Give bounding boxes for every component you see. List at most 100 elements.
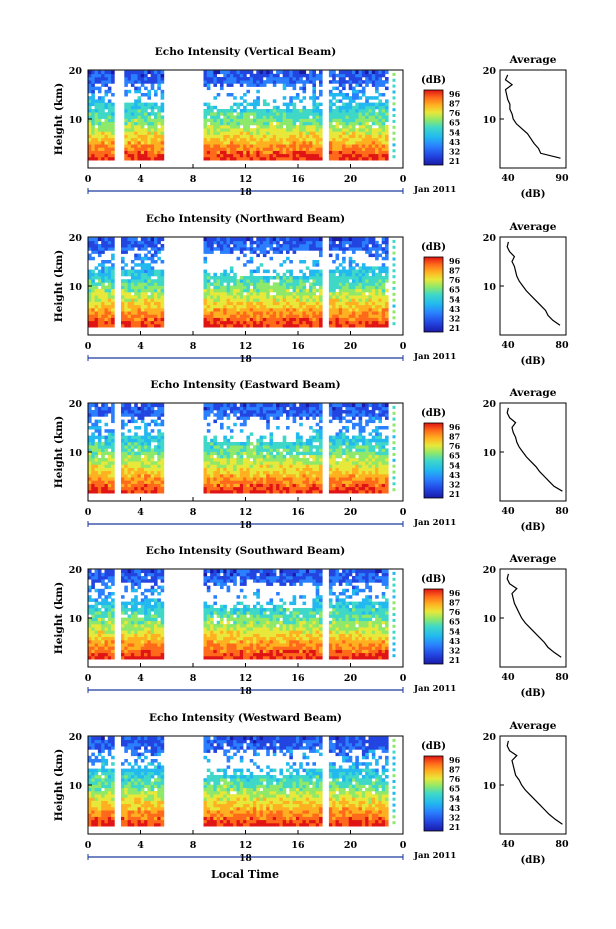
heatmap-cell (289, 96, 293, 100)
heatmap-cell (223, 144, 227, 148)
heatmap-cell (220, 282, 224, 286)
heatmap-cell (309, 125, 313, 129)
heatmap-cell (305, 292, 310, 296)
heatmap-cell (312, 115, 316, 119)
heatmap-cell (312, 99, 316, 103)
heatmap-cell (213, 480, 217, 484)
heatmap-cell (378, 125, 382, 129)
heatmap-cell (88, 77, 92, 81)
heatmap-cell (127, 102, 132, 107)
heatmap-cell (355, 480, 359, 484)
heatmap-cell (381, 266, 386, 270)
heatmap-cell (147, 288, 151, 293)
heatmap-cell (206, 144, 211, 148)
heatmap-cell (315, 141, 320, 145)
heatmap-cell (216, 153, 221, 158)
heatmap-cell (107, 432, 112, 436)
heatmap-cell (246, 83, 250, 87)
heatmap-cell (154, 269, 158, 274)
heatmap-cell (229, 320, 234, 325)
heatmap-cell (345, 247, 349, 251)
heatmap-cell (124, 317, 128, 322)
heatmap-cell (154, 467, 158, 472)
heatmap-cell (253, 403, 257, 408)
heatmap-cell (262, 244, 267, 248)
heatmap-cell (282, 324, 287, 328)
heatmap-cell (282, 311, 287, 315)
heatmap-cell (226, 70, 231, 75)
heatmap-cell (358, 128, 363, 132)
heatmap-cell (140, 240, 145, 245)
heatmap-cell (140, 157, 145, 161)
heatmap-cell (137, 474, 142, 478)
heatmap-cell (368, 118, 373, 123)
heatmap-cell (111, 416, 115, 420)
heatmap-cell (335, 442, 340, 446)
heatmap-cell (365, 301, 369, 306)
heatmap-cell (371, 134, 376, 139)
heatmap-cell (104, 244, 109, 248)
heatmap-cell (378, 244, 382, 248)
heatmap-cell (226, 308, 231, 312)
heatmap-cell (266, 70, 270, 75)
heatmap-cell (292, 416, 297, 420)
heatmap-cell (338, 435, 343, 440)
profile-line (504, 74, 561, 159)
heatmap-cell (345, 147, 349, 151)
heatmap-cell (378, 77, 382, 81)
heatmap-cell (246, 141, 250, 145)
heatmap-cell (332, 406, 336, 411)
heatmap-cell (292, 288, 297, 293)
heatmap-cell (210, 292, 214, 296)
heatmap-cell (229, 134, 234, 139)
heatmap-cell (312, 118, 316, 123)
heatmap-cell (104, 115, 109, 119)
heatmap-cell (392, 96, 396, 100)
heatmap-cell (206, 128, 211, 132)
heatmap-cell (213, 470, 217, 475)
heatmap-cell (94, 483, 99, 488)
heatmap-cell (305, 416, 310, 420)
heatmap-cell (137, 483, 142, 488)
heatmap-cell (392, 275, 396, 279)
heatmap-cell (315, 260, 320, 264)
heatmap-cell (378, 105, 382, 110)
heatmap-cell (299, 413, 303, 417)
heatmap-cell (381, 279, 386, 283)
heatmap-cell (276, 448, 280, 452)
heatmap-cell (368, 314, 373, 318)
heatmap-cell (299, 480, 303, 484)
heatmap-cell (160, 105, 165, 110)
heatmap-cell (130, 260, 135, 264)
heatmap-cell (94, 445, 99, 449)
heatmap-cell (272, 416, 277, 420)
heatmap-cell (107, 445, 112, 449)
heatmap-cell (279, 134, 283, 139)
heatmap-cell (220, 128, 224, 132)
heatmap-cell (328, 320, 333, 325)
heatmap-cell (94, 99, 99, 103)
heatmap-cell (262, 416, 267, 420)
heatmap-cell (216, 125, 221, 129)
heatmap-cell (312, 438, 316, 443)
heatmap-cell (154, 422, 158, 427)
heatmap-cell (160, 131, 165, 135)
heatmap-cell (279, 292, 283, 296)
heatmap-cell (305, 150, 310, 155)
heatmap-cell (97, 86, 102, 91)
heatmap-cell (97, 141, 102, 145)
heatmap-cell (368, 320, 373, 325)
heatmap-cell (289, 112, 293, 116)
heatmap-cell (94, 150, 99, 155)
heatmap-cell (253, 406, 257, 411)
heatmap-cell (299, 150, 303, 155)
heatmap-cell (286, 288, 290, 293)
heatmap-cell (160, 467, 165, 472)
heatmap-cell (371, 269, 376, 274)
heatmap-cell (266, 276, 270, 280)
heatmap-cell (94, 461, 99, 465)
heatmap-cell (213, 134, 217, 139)
heatmap-cell (203, 134, 208, 139)
heatmap-cell (111, 73, 115, 78)
heatmap-cell (361, 115, 366, 119)
